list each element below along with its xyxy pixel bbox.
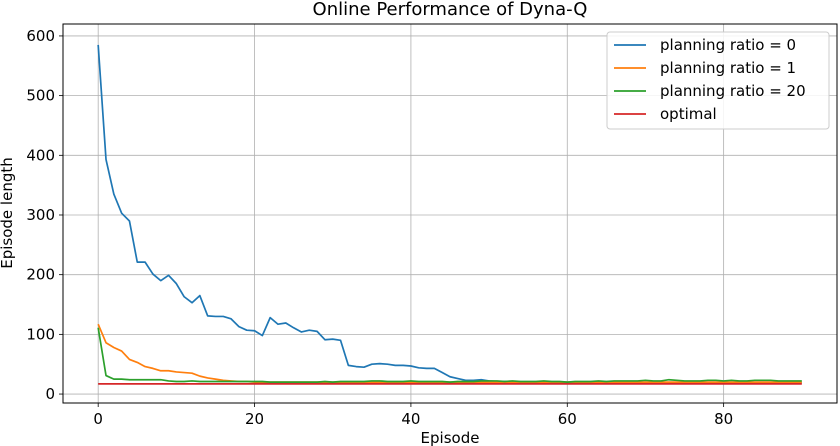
x-tick-label: 80 <box>714 410 733 428</box>
plot-area-frame <box>62 23 838 404</box>
chart-title: Online Performance of Dyna-Q <box>313 0 588 20</box>
legend-label: planning ratio = 0 <box>660 36 796 54</box>
y-tick-label: 200 <box>26 266 55 284</box>
legend: planning ratio = 0 planning ratio = 1 plan… <box>606 31 830 130</box>
legend-label: optimal <box>660 105 717 123</box>
legend-label: planning ratio = 20 <box>660 82 806 100</box>
y-tick-label: 100 <box>26 325 55 343</box>
y-tick-label: 300 <box>26 206 55 224</box>
x-tick-label: 60 <box>558 410 577 428</box>
y-tick-label: 500 <box>26 87 55 105</box>
legend-box <box>606 31 830 130</box>
y-tick-label: 600 <box>26 27 55 45</box>
x-tick-label: 0 <box>93 410 103 428</box>
legend-label: planning ratio = 1 <box>660 59 796 77</box>
y-tick-label: 400 <box>26 146 55 164</box>
series-line-2 <box>97 327 802 383</box>
x-axis-ticks: 0 20 40 60 80 <box>93 403 733 428</box>
y-tick-label: 0 <box>45 385 55 403</box>
x-axis-label: Episode <box>421 429 480 446</box>
x-tick-label: 40 <box>401 410 420 428</box>
x-tick-label: 20 <box>245 410 264 428</box>
plot-lines <box>97 44 802 385</box>
y-axis-ticks: 0 100 200 300 400 500 600 <box>26 27 63 403</box>
y-axis-label: Episode length <box>0 157 16 269</box>
